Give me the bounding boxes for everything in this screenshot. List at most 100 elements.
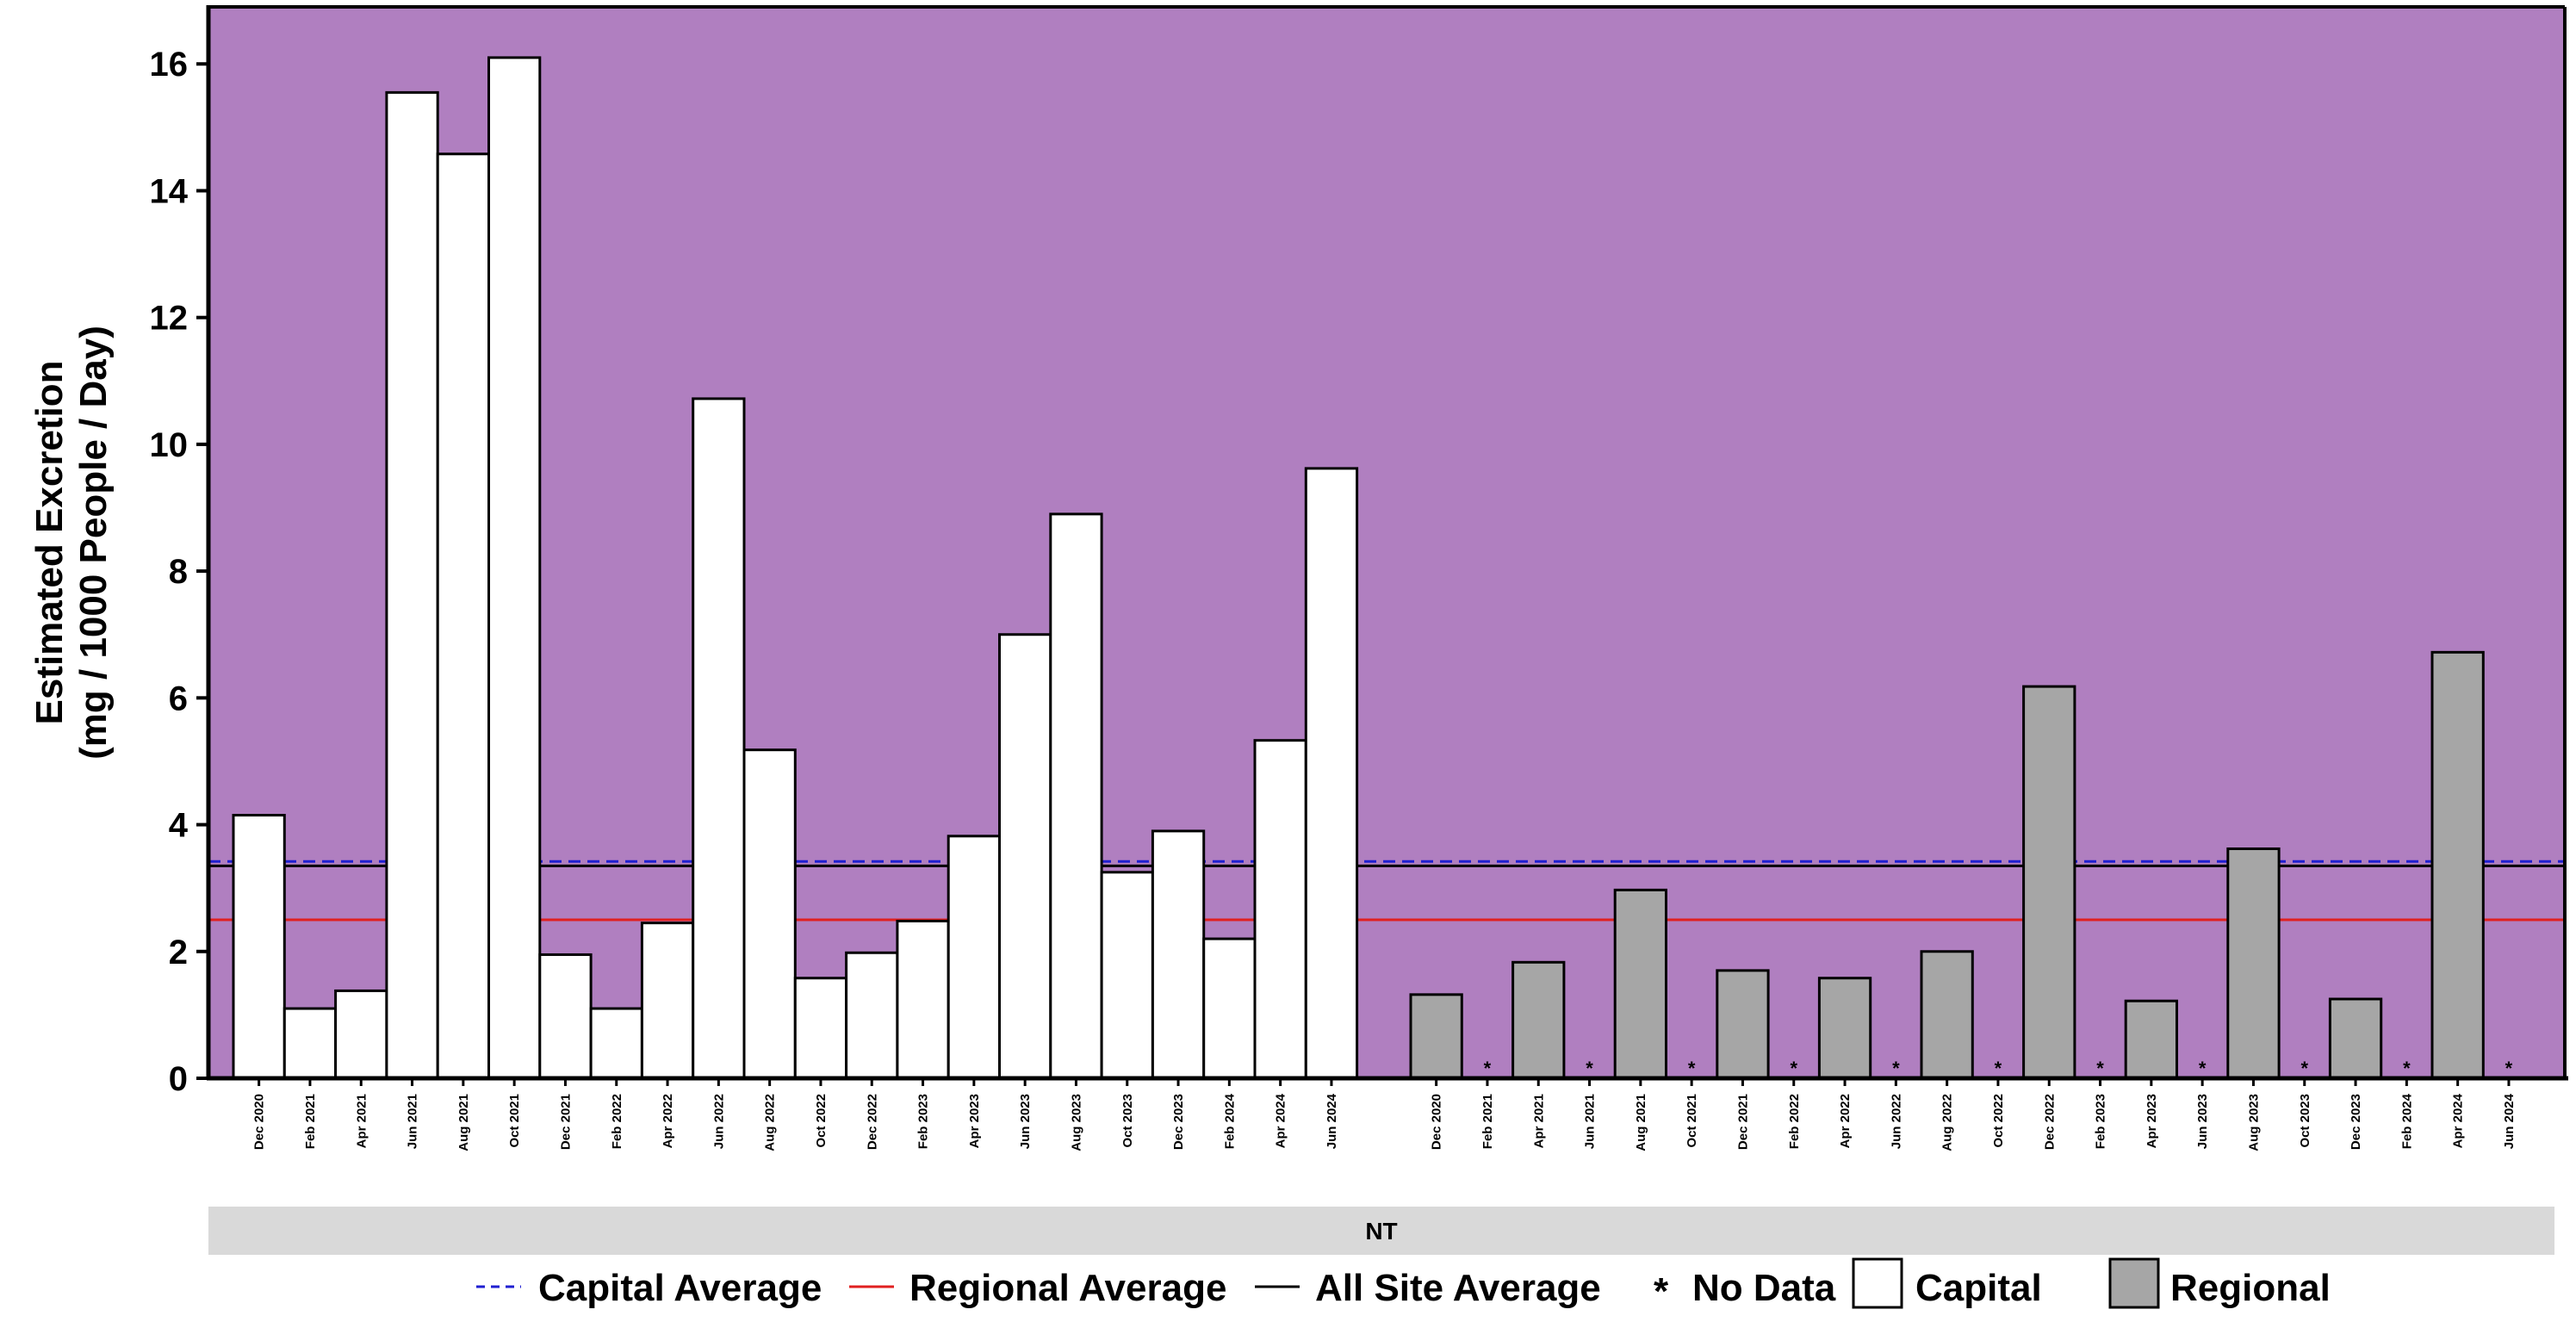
bar-capital-feb-2021 [282, 1007, 338, 1080]
x-tick-label: Apr 2023 [967, 1094, 982, 1148]
x-tick-label: Jun 2022 [711, 1094, 726, 1149]
bar-capital-aug-2023 [1049, 512, 1103, 1080]
bar-capital-oct-2021 [487, 56, 542, 1080]
bar-capital-feb-2024 [1202, 937, 1257, 1080]
x-tick-label: Apr 2021 [1531, 1094, 1546, 1148]
x-tick-label: Dec 2020 [252, 1094, 267, 1150]
no-data-marker: * [1790, 1058, 1797, 1079]
no-data-markers: * * * * * * * * * * * [1484, 1058, 2513, 1079]
bar-capital-dec-2021 [538, 953, 593, 1080]
x-tick-label: Feb 2023 [916, 1094, 931, 1149]
bar-capital-dec-2023 [1151, 829, 1206, 1080]
x-tick-label: Dec 2022 [865, 1094, 879, 1150]
bar-regional-dec-2022 [2022, 685, 2076, 1080]
x-tick-label: Feb 2021 [303, 1094, 318, 1149]
y-tick-label: 14 [150, 172, 189, 210]
legend-label-capital-average: Capital Average [538, 1267, 822, 1309]
no-data-marker: * [1892, 1058, 1900, 1079]
x-tick-label: Feb 2023 [2094, 1094, 2108, 1149]
x-tick-label: Oct 2021 [1685, 1094, 1699, 1148]
bar-capital-oct-2023 [1100, 871, 1154, 1080]
no-data-marker: * [2096, 1058, 2104, 1079]
bar-regional-dec-2021 [1716, 969, 1770, 1080]
bar-capital-aug-2022 [742, 748, 797, 1080]
bar-capital-jun-2023 [998, 633, 1052, 1080]
bar-capital-aug-2021 [436, 152, 491, 1080]
bar-capital-apr-2021 [334, 989, 388, 1080]
legend-label-capital: Capital [1915, 1267, 2042, 1309]
bar-capital-jun-2024 [1304, 467, 1359, 1080]
bars [232, 56, 2485, 1080]
no-data-marker: * [1688, 1058, 1696, 1079]
y-tick-label: 2 [169, 934, 188, 971]
y-tick-label: 4 [169, 807, 189, 845]
bar-capital-dec-2022 [845, 951, 899, 1080]
bar-regional-aug-2023 [2226, 847, 2281, 1080]
bar-regional-apr-2023 [2124, 999, 2178, 1080]
no-data-marker: * [2505, 1058, 2513, 1079]
x-tick-label: Oct 2023 [1120, 1094, 1135, 1148]
bar-capital-jun-2022 [692, 397, 746, 1080]
x-tick-label: Dec 2023 [2349, 1094, 2363, 1150]
x-tick-label: Aug 2021 [456, 1094, 471, 1151]
x-tick-label: Aug 2022 [1940, 1094, 1955, 1151]
bar-capital-oct-2022 [793, 977, 848, 1080]
plot-background [208, 7, 2565, 1078]
x-tick-label: Oct 2022 [1991, 1094, 2006, 1148]
x-tick-label: Feb 2022 [1787, 1094, 1802, 1149]
x-tick-label: Apr 2022 [661, 1094, 675, 1148]
x-tick-label: Dec 2020 [1430, 1094, 1444, 1150]
x-tick-label: Oct 2022 [814, 1094, 829, 1148]
bar-regional-apr-2021 [1511, 960, 1566, 1080]
bar-capital-dec-2020 [232, 814, 286, 1080]
no-data-marker: * [1995, 1058, 2002, 1079]
no-data-marker: * [2199, 1058, 2207, 1079]
x-tick-label: Feb 2022 [610, 1094, 624, 1149]
bar-regional-aug-2021 [1613, 888, 1667, 1080]
bar-capital-apr-2022 [640, 922, 695, 1080]
y-tick-label: 16 [150, 46, 189, 84]
bar-capital-apr-2024 [1253, 739, 1307, 1080]
no-data-marker: * [1484, 1058, 1492, 1079]
x-tick-label: Aug 2023 [2246, 1094, 2261, 1151]
legend: Capital Average Regional Average All Site … [476, 1257, 2331, 1313]
x-tick-label: Feb 2024 [1222, 1093, 1237, 1149]
bar-capital-feb-2023 [896, 919, 950, 1080]
x-tick-label: Dec 2022 [2042, 1094, 2057, 1150]
bar-capital-feb-2022 [589, 1007, 643, 1080]
y-axis-title: Estimated Excretion [28, 360, 71, 724]
x-tick-label: Apr 2023 [2145, 1094, 2159, 1148]
x-tick-label: Jun 2022 [1889, 1094, 1903, 1149]
legend-label-all-site-average: All Site Average [1315, 1267, 1601, 1309]
no-data-marker: * [2300, 1058, 2308, 1079]
x-tick-label: Apr 2024 [2451, 1093, 2466, 1148]
y-tick-label: 8 [169, 553, 188, 591]
x-tick-label: Apr 2022 [1838, 1094, 1853, 1148]
legend-label-regional-average: Regional Average [909, 1267, 1226, 1309]
panel-label: NT [1365, 1218, 1397, 1244]
legend-label-no-data: No Data [1692, 1267, 1836, 1309]
reference-lines [208, 860, 2565, 922]
bar-regional-dec-2020 [1409, 993, 1463, 1080]
y-tick-label: 6 [169, 680, 188, 717]
x-tick-label: Feb 2024 [2399, 1093, 2414, 1149]
x-tick-label: Aug 2023 [1069, 1094, 1083, 1151]
x-tick-label: Apr 2021 [354, 1094, 369, 1148]
bar-capital-apr-2023 [947, 835, 1001, 1080]
y-axis-ticks: 0 2 4 6 8 10 12 14 16 [150, 46, 208, 1098]
x-tick-label: Oct 2023 [2298, 1094, 2312, 1148]
x-tick-label: Jun 2024 [2502, 1093, 2517, 1149]
x-tick-label: Dec 2021 [1735, 1094, 1750, 1150]
legend-swatch-no-data: * [1654, 1270, 1669, 1313]
no-data-marker: * [1586, 1058, 1593, 1079]
y-tick-label: 10 [150, 426, 189, 464]
x-tick-label: Jun 2023 [2195, 1094, 2210, 1149]
x-tick-label: Apr 2024 [1274, 1093, 1288, 1148]
bar-regional-apr-2022 [1817, 977, 1872, 1080]
x-tick-label: Oct 2021 [507, 1094, 522, 1148]
y-tick-label: 0 [169, 1060, 188, 1098]
y-axis-title-units: (mg / 1000 People / Day) [72, 326, 115, 760]
bar-regional-apr-2024 [2430, 650, 2485, 1080]
x-axis-ticks: Dec 2020 Feb 2021 Apr 2021 Jun 2021 Aug 2021… [252, 1078, 2517, 1151]
